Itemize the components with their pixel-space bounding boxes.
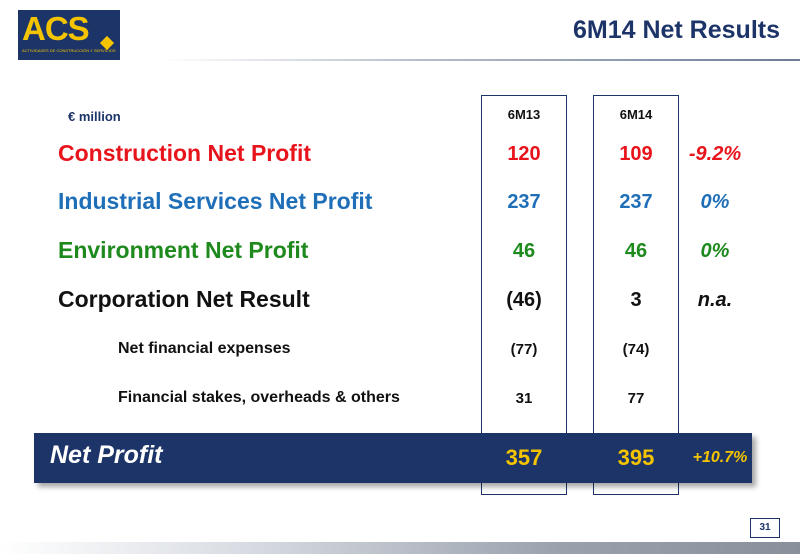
row-label-construction: Construction Net Profit	[58, 140, 311, 166]
row-label-industrial-services: Industrial Services Net Profit	[58, 188, 373, 214]
net-profit-change: +10.7%	[692, 449, 748, 466]
footer-bar	[0, 542, 800, 554]
sub-row-label-net-financial-expenses: Net financial expenses	[118, 340, 291, 357]
page-number: 31	[750, 518, 780, 538]
page-title: 6M14 Net Results	[572, 16, 780, 44]
row-value-environment-6m14: 46	[624, 240, 648, 262]
row-value-corporation-6m13: (46)	[506, 289, 542, 311]
sub-row-value-net-financial-6m13: (77)	[510, 341, 538, 358]
row-change-construction: -9.2%	[688, 143, 742, 165]
sub-row-value-net-financial-6m14: (74)	[622, 341, 650, 358]
logo-subtitle: ACTIVIDADES DE CONSTRUCCIÓN Y SERVICIOS	[22, 48, 116, 53]
title-divider	[160, 59, 800, 61]
row-value-corporation-6m14: 3	[630, 289, 642, 311]
column-frame-6m13	[481, 95, 567, 495]
row-change-environment: 0%	[700, 240, 730, 262]
column-header-6m14: 6M14	[619, 107, 653, 122]
net-profit-value-6m13: 357	[505, 445, 543, 470]
net-profit-bar	[34, 433, 752, 483]
net-profit-value-6m14: 395	[617, 445, 655, 470]
row-change-corporation: n.a.	[697, 289, 733, 311]
net-profit-label: Net Profit	[50, 441, 163, 469]
row-label-corporation: Corporation Net Result	[58, 286, 310, 312]
row-value-construction-6m14: 109	[619, 143, 653, 165]
row-value-construction-6m13: 120	[507, 143, 541, 165]
logo-text: ACS	[22, 10, 90, 47]
sub-row-value-financial-stakes-6m13: 31	[515, 390, 533, 407]
row-change-industrial: 0%	[700, 191, 730, 213]
row-value-industrial-6m14: 237	[619, 191, 653, 213]
sub-row-label-financial-stakes: Financial stakes, overheads & others	[118, 389, 400, 406]
unit-label: € million	[68, 109, 121, 124]
row-label-environment: Environment Net Profit	[58, 237, 309, 263]
column-header-6m13: 6M13	[507, 107, 541, 122]
sub-row-value-financial-stakes-6m14: 77	[627, 390, 645, 407]
column-frame-6m14	[593, 95, 679, 495]
row-value-environment-6m13: 46	[512, 240, 536, 262]
row-value-industrial-6m13: 237	[507, 191, 541, 213]
acs-logo: ACS ACTIVIDADES DE CONSTRUCCIÓN Y SERVIC…	[18, 10, 120, 60]
